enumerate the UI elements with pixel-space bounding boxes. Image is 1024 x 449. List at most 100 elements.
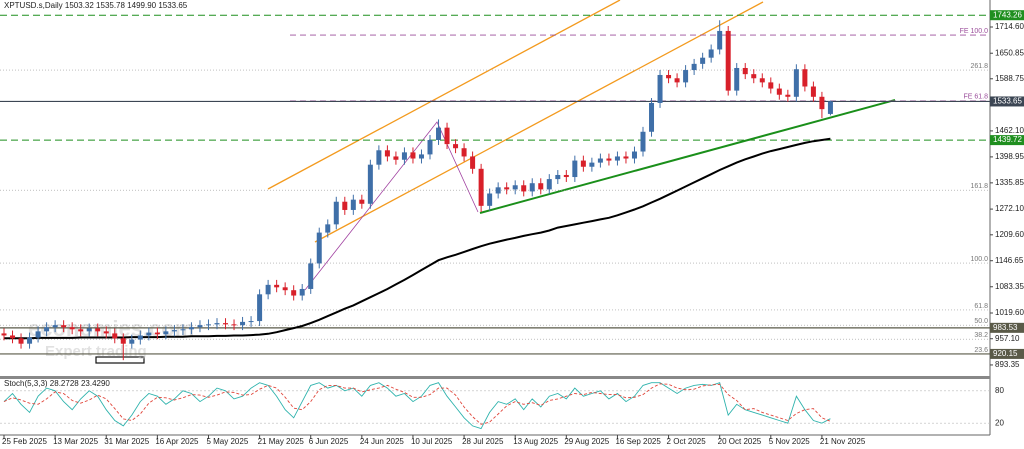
price-level-label: 1533.65 <box>993 97 1022 106</box>
candle-body <box>495 187 501 194</box>
y-tick-label: 1272.10 <box>995 204 1024 213</box>
candle-body <box>478 168 484 206</box>
x-tick-label: 13 Mar 2025 <box>53 437 98 446</box>
candle-body <box>606 158 612 161</box>
candle-body <box>512 185 518 190</box>
price-level-box <box>990 96 1024 107</box>
candle-body <box>819 96 825 110</box>
candle-body <box>299 288 305 296</box>
candle-body <box>810 86 816 97</box>
candle-body <box>436 127 442 140</box>
candle-body <box>146 332 152 336</box>
candle-body <box>614 156 620 161</box>
candle-body <box>597 158 603 163</box>
candle-body <box>759 78 765 83</box>
price-level-box <box>990 322 1024 333</box>
price-level-label: 920.15 <box>993 349 1018 358</box>
price-level-label: 1743.26 <box>993 10 1022 19</box>
candle-body <box>103 331 109 334</box>
candle-body <box>120 338 126 344</box>
indicator-line <box>3 382 831 430</box>
y-tick-label: 1398.95 <box>995 152 1024 161</box>
candle-body <box>649 102 655 132</box>
candle-body <box>427 139 433 155</box>
candle-body <box>521 185 527 192</box>
candle-body <box>291 290 297 296</box>
indicator-title: Stoch(5,3,3) 28.2728 23.4290 <box>4 379 110 388</box>
x-tick-label: 24 Jun 2025 <box>360 437 405 446</box>
y-tick-label: 1146.65 <box>995 256 1024 265</box>
candle-body <box>325 224 331 233</box>
candle-body <box>1 333 7 336</box>
y-tick-label: 1083.35 <box>995 282 1024 291</box>
price-level-label: 983.53 <box>993 323 1018 332</box>
candle-body <box>725 30 731 91</box>
fib-label: 38.2 <box>974 332 988 339</box>
fib-label: 161.8 <box>970 183 988 190</box>
candle-body <box>154 332 160 335</box>
candle-body <box>61 325 67 328</box>
candle-body <box>827 101 833 114</box>
channel-upper <box>267 0 621 190</box>
x-tick-label: 16 Apr 2025 <box>155 437 199 446</box>
candle-body <box>137 335 143 340</box>
candle-body <box>393 156 399 160</box>
x-tick-label: 21 Nov 2025 <box>820 437 866 446</box>
candle-body <box>640 131 646 152</box>
candle-body <box>504 187 510 190</box>
candle-body <box>18 338 24 344</box>
candle-body <box>529 183 535 192</box>
candle-body <box>308 263 314 289</box>
candle-body <box>410 152 416 159</box>
candle-body <box>734 67 740 91</box>
candle-body <box>461 148 467 157</box>
candle-body <box>316 232 322 264</box>
candle-body <box>470 156 476 169</box>
candle-body <box>27 337 33 344</box>
candle-body <box>538 183 544 190</box>
fib-label: 261.8 <box>970 63 988 70</box>
candle-body <box>197 325 203 328</box>
fib-label: 61.8 <box>974 303 988 310</box>
y-tick-label: 1650.85 <box>995 48 1024 57</box>
candle-body <box>384 150 390 157</box>
watermark-text: Expert trading <box>45 343 147 360</box>
candle-body <box>78 329 84 332</box>
fib-label: 50.0 <box>974 318 988 325</box>
indicator-tick-label: 80 <box>995 386 1004 395</box>
x-tick-label: 29 Aug 2025 <box>564 437 609 446</box>
candle-body <box>52 325 58 328</box>
candle-body <box>376 150 382 165</box>
candle-body <box>342 201 348 210</box>
candle-body <box>282 287 288 291</box>
candle-body <box>444 127 450 145</box>
candle-body <box>768 82 774 89</box>
fe-label: FE 61.8 <box>963 94 988 101</box>
price-level-box <box>990 348 1024 359</box>
candle-body <box>248 321 254 323</box>
candle-body <box>487 193 493 206</box>
candle-body <box>180 329 186 331</box>
candle-body <box>555 174 561 180</box>
candle-body <box>546 179 552 190</box>
x-tick-label: 20 Oct 2025 <box>718 437 762 446</box>
x-tick-label: 13 Aug 2025 <box>513 437 558 446</box>
candle-body <box>674 78 680 83</box>
x-tick-label: 5 Nov 2025 <box>769 437 810 446</box>
x-tick-label: 16 Sep 2025 <box>615 437 661 446</box>
candle-body <box>333 201 339 225</box>
candle-body <box>231 324 237 326</box>
y-tick-label: 893.35 <box>995 360 1020 369</box>
y-tick-label: 1209.60 <box>995 230 1024 239</box>
fe-label: FE 100.0 <box>960 28 989 35</box>
fib-label: 100.0 <box>970 256 988 263</box>
x-tick-label: 25 Feb 2025 <box>2 437 47 446</box>
y-tick-label: 1462.10 <box>995 126 1024 135</box>
channel-lower <box>314 1 764 243</box>
panel-separator <box>0 376 990 379</box>
y-tick-label: 1588.75 <box>995 74 1024 83</box>
candle-body <box>205 324 211 326</box>
candle-body <box>401 152 407 160</box>
indicator-tick-label: 20 <box>995 418 1004 427</box>
